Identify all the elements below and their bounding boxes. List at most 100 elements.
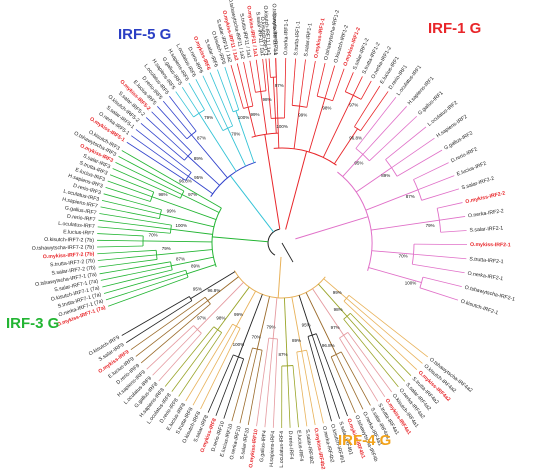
branch-irf2-0 [342,154,364,177]
leaf-branch [343,318,399,388]
leaf-branch [100,206,160,220]
subclade-arc-irf4-13 [204,296,211,305]
clade-stem-irf11 [264,134,281,230]
leaf-branch [223,358,245,419]
leaf-branch [284,58,287,119]
leaf-label: D.rerio-IRF2 [450,147,478,165]
subclade-arc-irf1-2 [317,95,333,102]
branch-irf4-5 [291,297,303,352]
bootstrap-value: 96.8% [207,288,220,293]
branch-irf4-8 [256,296,270,350]
leaf-branch [385,126,427,160]
branch-irf1-0 [277,118,280,149]
leaf-branch [249,60,256,93]
branch-irf4-12 [197,282,244,330]
bootstrap-value: 96.8% [322,343,335,348]
subclade-arc-irf4-9 [233,354,244,360]
bootstrap-value: 87% [197,136,206,141]
branch-irf4-11 [217,286,250,331]
bootstrap-value: 70% [399,254,408,259]
branch-irf2-2 [365,189,419,211]
leaf-branch [125,300,193,344]
subclade-arc-irf3-7 [179,190,185,199]
bootstrap-value: 98% [334,307,343,312]
subclade-arc-irf5-4 [222,125,233,132]
leaf-label: E.lucius-IRF7 [63,229,95,237]
clade-stem-irf1 [285,151,308,230]
branch-irf4-7 [272,297,278,339]
subclade-arc-irf4-14 [188,296,193,301]
leaf-branch [316,62,326,97]
bootstrap-value: 100% [238,115,250,120]
clade-stem-irf4 [277,256,282,298]
leaf-branch [301,351,316,426]
subclade-arc-irf4-12 [193,325,202,334]
leaf-label: D.rerio-IRF11 / 1a [271,14,278,55]
bootstrap-value: 98% [263,97,272,102]
bootstrap-value: 100% [405,280,417,285]
leaf-label: H.sapiens-IRF4 [269,431,277,467]
leaf-branch [158,332,202,382]
leaf-branch [343,300,418,370]
leaf-label: O.tshawytscha-IRF1-1 [271,3,279,55]
leaf-label: G.gallus-IRF4 [259,430,268,463]
leaf-branch [236,63,249,108]
leaf-label: S.salar-IRF2-1 [469,225,503,233]
leaf-branch [126,141,186,181]
branch-irf4-13 [207,276,239,301]
leaf-label: L.oculatus-IRF4 [279,431,285,468]
leaf-branch [108,276,189,307]
bootstrap-value: 89% [292,338,301,343]
leaf-branch [311,335,340,419]
leaf-branch [101,199,161,215]
bootstrap-value: 97% [331,325,340,330]
leaf-branch [130,296,206,350]
bootstrap-value: 99% [333,290,342,295]
leaf-branch [230,65,244,109]
group-label-irf4: IRF-4 G [338,432,392,449]
leaf-branch [107,180,153,198]
branch-irf5-3 [198,113,237,172]
branch-irf3-3 [143,240,213,243]
branch-irf5-2 [191,134,228,179]
leaf-branch [151,111,193,153]
leaf-branch [355,96,397,149]
leaf-branch [417,175,455,191]
bootstrap-value: 100% [233,342,245,347]
bootstrap-value: 100% [276,124,288,129]
leaf-label: S.salar-IRF1-1 [303,23,313,57]
branch-irf4-6 [283,297,288,366]
leaf-label: G.gallus-IRF2 [443,130,474,151]
bootstrap-value: 96.8% [349,136,362,141]
leaf-label: O.mykiss-IRF2-2 [465,190,506,205]
subclade-arc-irf3-5 [158,209,162,219]
leaf-label: S.salar-IRF11 / 1a1 [254,11,265,56]
bootstrap-value: 79% [162,246,171,251]
leaf-branch [272,338,278,428]
leaf-branch [243,61,254,107]
branch-irf3-6 [151,196,217,220]
leaf-branch [140,123,185,161]
leaf-branch [121,296,190,336]
branch-irf4-3 [305,292,337,355]
clade-arc-irf5 [210,161,256,197]
bootstrap-value: 99% [298,113,307,118]
subclade-arc-irf4-3 [330,351,342,358]
leaf-branch [437,202,463,209]
leaf-branch [217,69,234,112]
subclade-arc-irf1-3 [345,91,362,100]
subclade-arc-irf5-1 [184,151,193,161]
leaf-branch [99,213,172,226]
leaf-branch [171,329,218,392]
bootstrap-value: 95% [194,175,203,180]
leaf-branch [419,287,459,301]
leaf-branch [146,325,194,370]
leaf-branch [121,150,175,182]
branch-irf3-5 [160,213,214,228]
branch-irf11-2 [272,77,277,134]
bootstrap-value: 70% [231,132,240,137]
leaf-branch [98,219,171,230]
leaf-branch [268,58,271,78]
leaf-branch [421,188,460,201]
